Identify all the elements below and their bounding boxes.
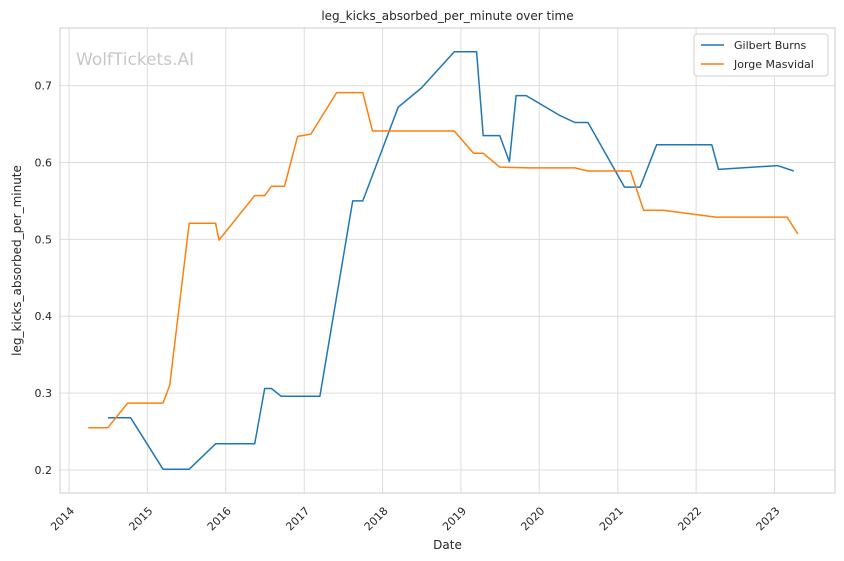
y-tick-label: 0.4 (35, 310, 53, 323)
series-line-jorge-masvidal (88, 91, 799, 429)
y-tick-label: 0.3 (35, 387, 53, 400)
legend-label-jorge-masvidal: Jorge Masvidal (733, 58, 814, 71)
y-tick-label: 0.2 (35, 464, 53, 477)
series-group (88, 51, 799, 470)
legend-box (693, 33, 829, 77)
plot-frame (59, 27, 836, 494)
x-axis-label: Date (433, 538, 462, 552)
legend: Gilbert Burns Jorge Masvidal (693, 33, 829, 77)
watermark: WolfTickets.AI (76, 50, 194, 70)
y-tick-label: 0.6 (35, 157, 53, 170)
y-axis-label: leg_kicks_absorbed_per_minute (10, 165, 24, 356)
chart-title: leg_kicks_absorbed_per_minute over time (321, 9, 573, 23)
series-line-gilbert-burns (107, 51, 795, 470)
y-tick-label: 0.5 (35, 233, 53, 246)
grid (60, 28, 835, 493)
legend-label-gilbert-burns: Gilbert Burns (734, 39, 807, 52)
y-tick-label: 0.7 (35, 80, 53, 93)
